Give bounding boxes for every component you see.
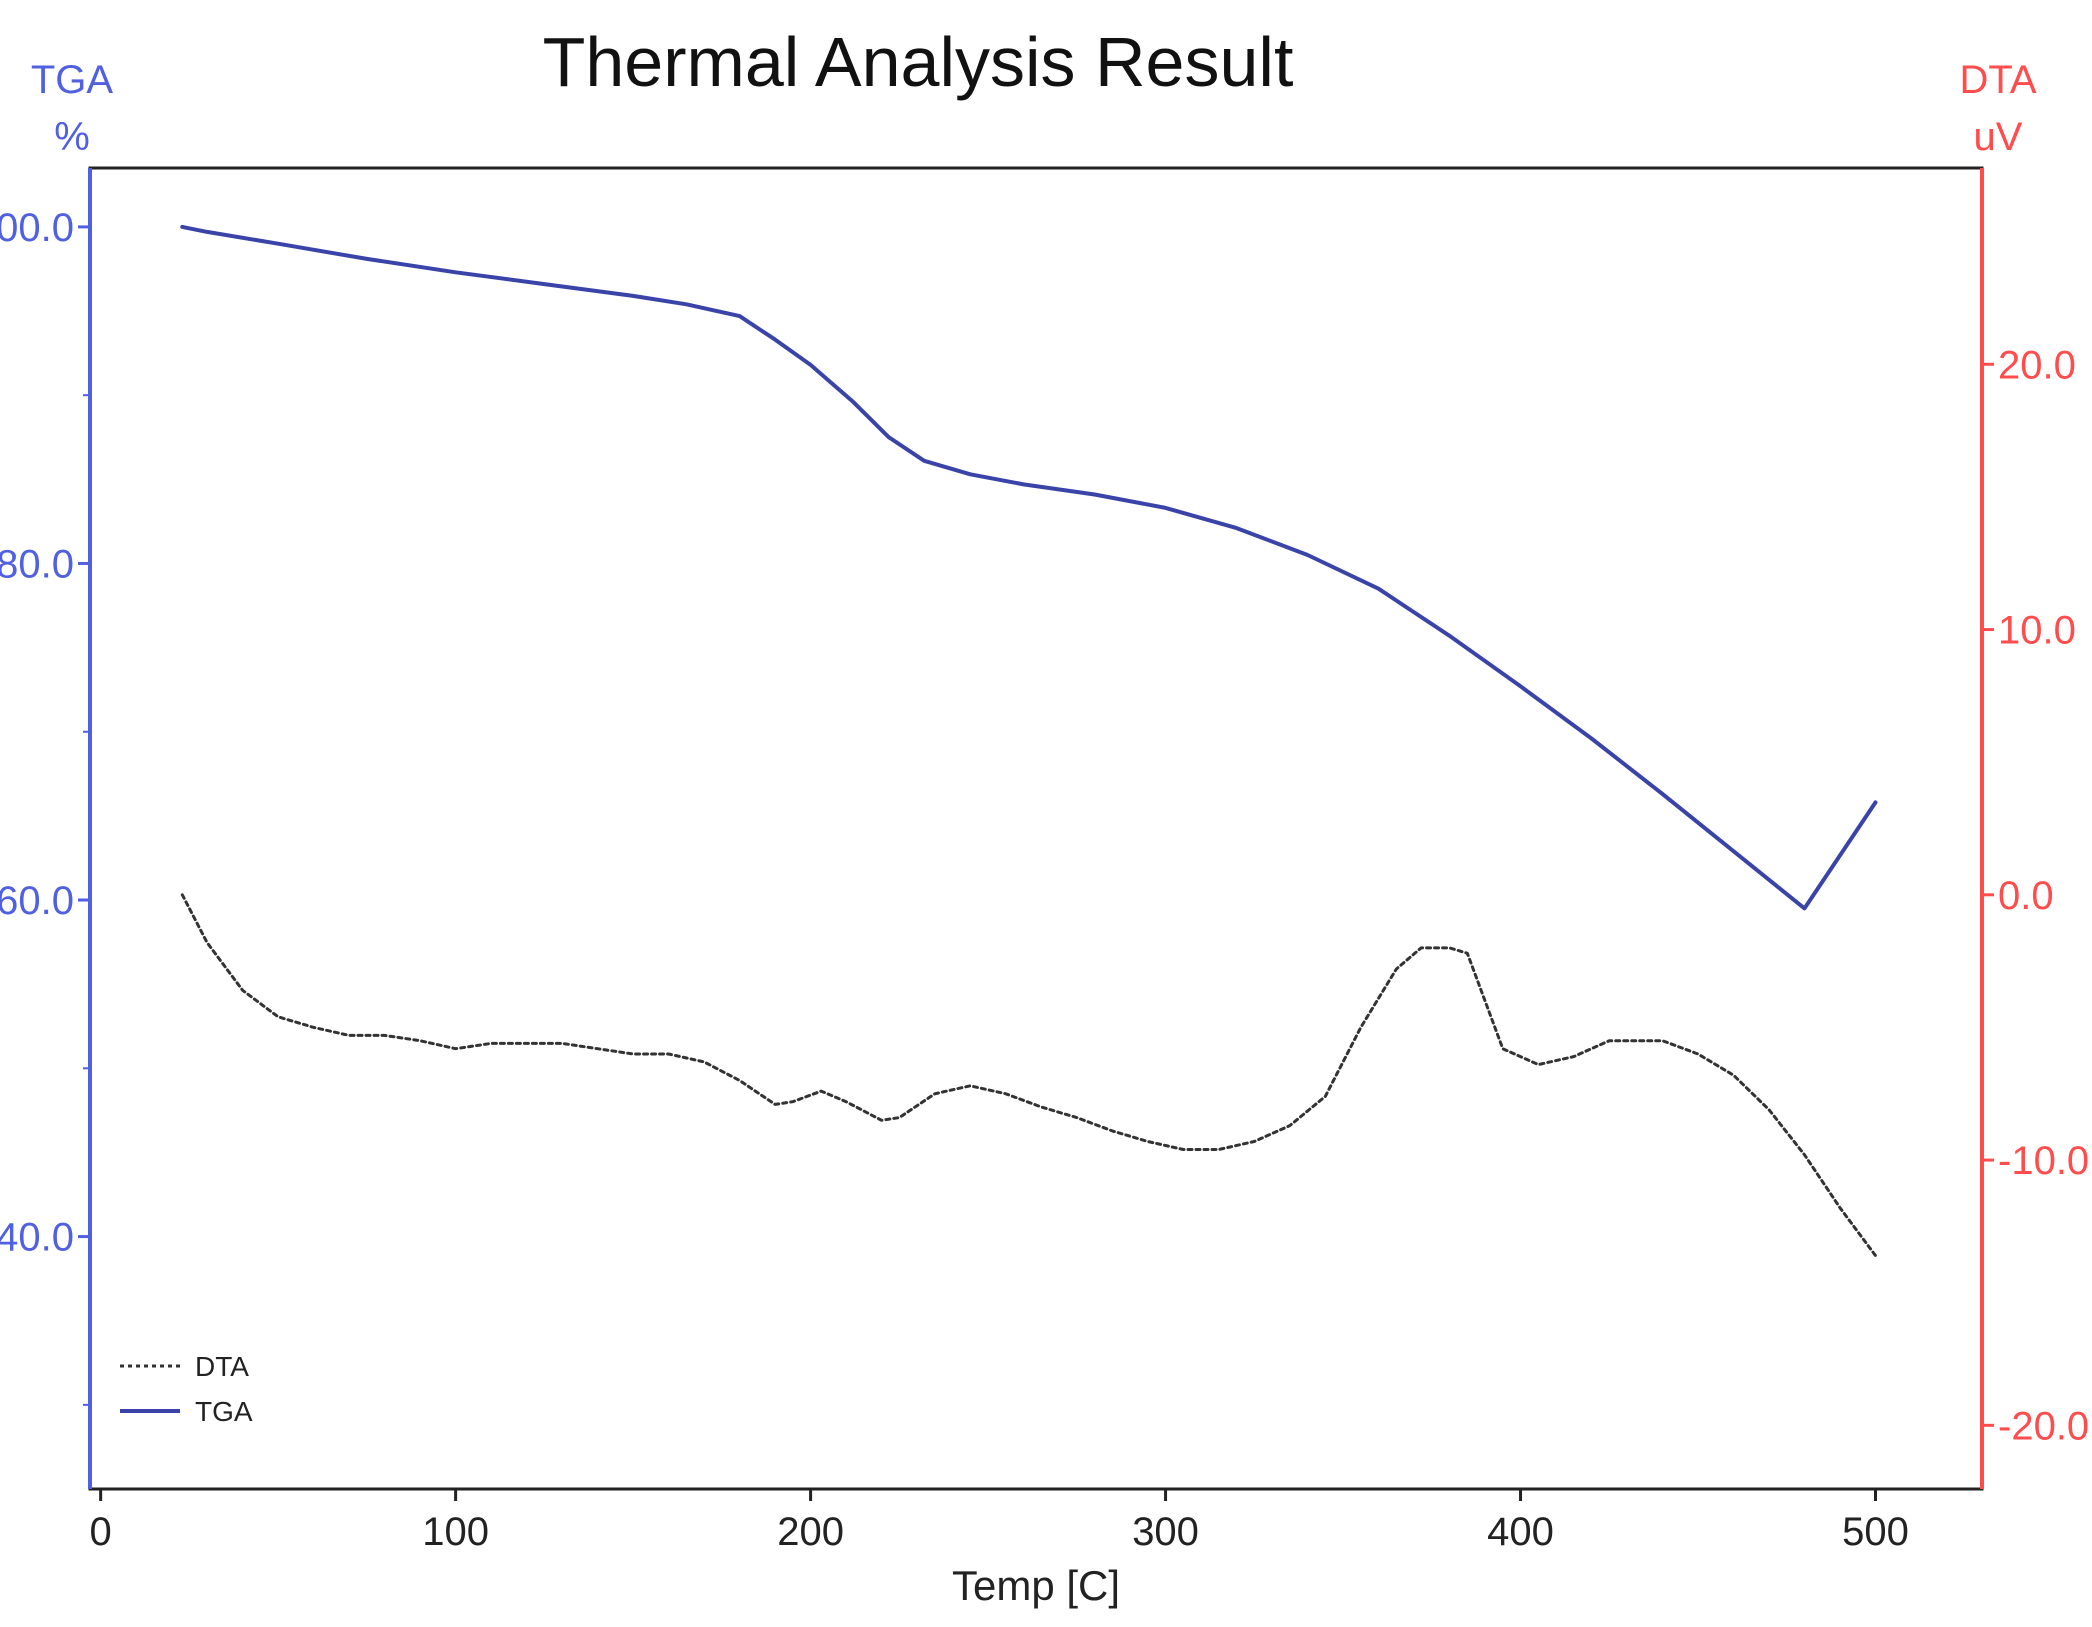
left-tick-label: 80.0 bbox=[0, 542, 74, 586]
left-tick-label: 40.0 bbox=[0, 1216, 74, 1260]
right-axis-title: DTA bbox=[1959, 58, 2036, 102]
right-tick-label: -10.0 bbox=[1998, 1139, 2089, 1183]
series-line-dta bbox=[180, 893, 1877, 1258]
x-tick-label: 400 bbox=[1487, 1510, 1554, 1554]
x-tick-label: 200 bbox=[777, 1510, 844, 1554]
x-tick-label: 300 bbox=[1132, 1510, 1199, 1554]
x-axis-label: Temp [C] bbox=[952, 1562, 1120, 1609]
series-layer bbox=[180, 224, 1878, 1258]
left-axis-unit: % bbox=[54, 115, 90, 159]
x-tick-label: 500 bbox=[1842, 1510, 1909, 1554]
legend: DTA TGA bbox=[120, 1351, 253, 1427]
x-tick-label: 0 bbox=[90, 1510, 112, 1554]
plot-frame bbox=[88, 166, 1984, 1491]
right-tick-label: -20.0 bbox=[1998, 1404, 2089, 1448]
legend-label-dta: DTA bbox=[195, 1351, 249, 1382]
right-axis-ticks: 20.0 10.0 0.0 -10.0 -20.0 bbox=[1982, 343, 2089, 1448]
left-axis-title: TGA bbox=[31, 58, 114, 102]
left-tick-label: 100.0 bbox=[0, 206, 74, 250]
right-tick-label: 10.0 bbox=[1998, 609, 2076, 653]
left-tick-label: 60.0 bbox=[0, 879, 74, 923]
chart-title: Thermal Analysis Result bbox=[543, 23, 1294, 101]
right-axis-unit: uV bbox=[1974, 115, 2023, 159]
x-tick-label: 100 bbox=[422, 1510, 489, 1554]
x-axis-ticks: 0 100 200 300 400 500 bbox=[90, 1489, 1909, 1554]
right-tick-label: 20.0 bbox=[1998, 343, 2076, 387]
right-tick-label: 0.0 bbox=[1998, 874, 2054, 918]
left-axis-ticks: 100.0 80.0 60.0 40.0 bbox=[0, 206, 90, 1406]
legend-label-tga: TGA bbox=[195, 1396, 253, 1427]
series-line-tga bbox=[180, 224, 1878, 911]
